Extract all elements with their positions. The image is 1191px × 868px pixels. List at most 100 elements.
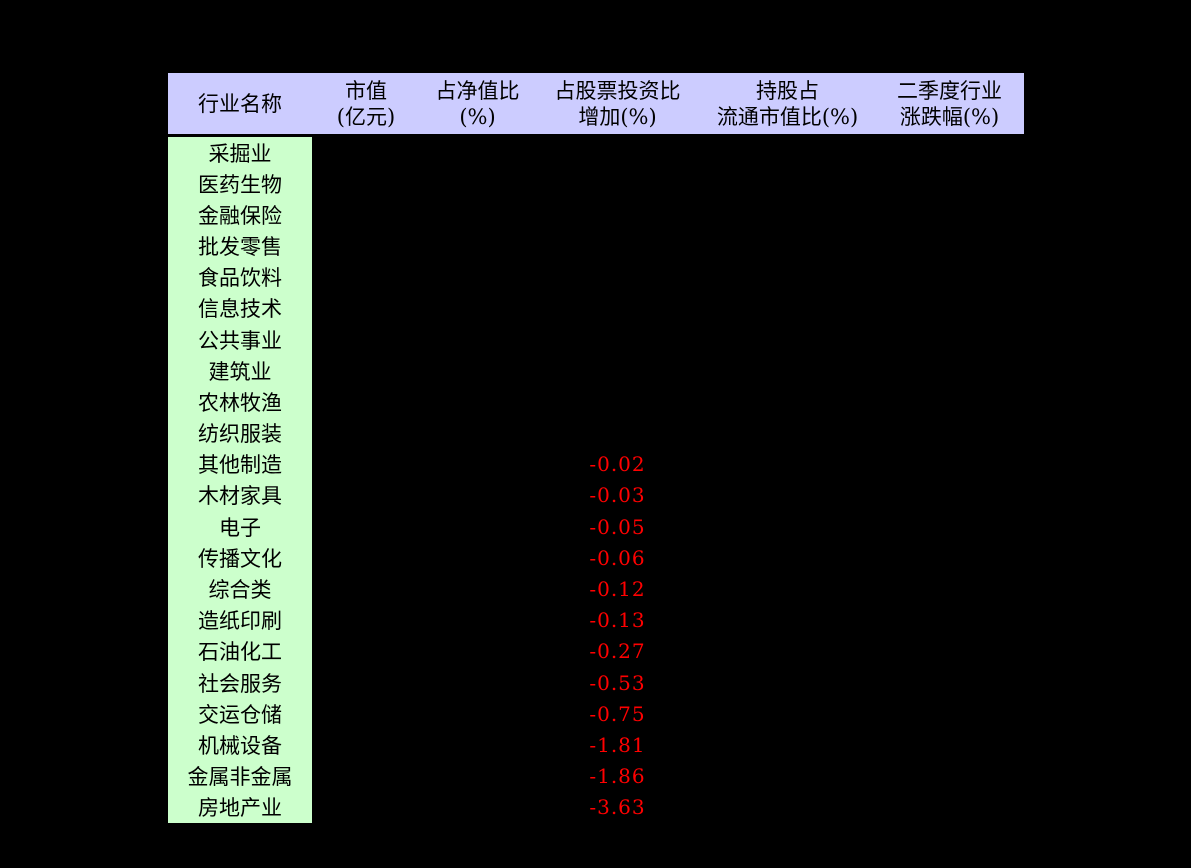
industry-name-cell: 金融保险	[168, 199, 312, 231]
quarter-change-cell	[875, 542, 1024, 573]
float-cap-ratio-cell	[700, 355, 875, 386]
net-value-ratio-cell	[420, 324, 535, 355]
float-cap-ratio-cell	[700, 262, 875, 293]
quarter-change-cell	[875, 199, 1024, 230]
industry-name-cell: 建筑业	[168, 355, 312, 387]
float-cap-ratio-cell	[700, 760, 875, 791]
table-row: 纺织服装	[168, 417, 1024, 449]
header-line: 增加(%)	[578, 104, 657, 129]
net-value-ratio-cell	[420, 760, 535, 791]
net-value-ratio-cell	[420, 293, 535, 324]
net-value-ratio-cell	[420, 667, 535, 698]
quarter-change-cell	[875, 698, 1024, 729]
table-row: 信息技术	[168, 292, 1024, 325]
float-cap-ratio-cell	[700, 199, 875, 230]
net-value-ratio-cell	[420, 262, 535, 293]
industry-name-cell: 采掘业	[168, 137, 312, 169]
market-cap-cell	[312, 137, 420, 168]
table-row: 公共事业	[168, 324, 1024, 356]
quarter-change-cell	[875, 792, 1024, 823]
quarter-change-cell	[875, 168, 1024, 199]
net-value-ratio-cell	[420, 168, 535, 199]
header-line: 占股票投资比	[554, 78, 681, 103]
column-header-market-cap: 市值 (亿元)	[312, 73, 420, 134]
float-cap-ratio-cell	[700, 480, 875, 511]
table-row: 批发零售	[168, 230, 1024, 262]
table-row: 交运仓储 -0.75	[168, 698, 1024, 730]
table-row: 建筑业	[168, 355, 1024, 387]
stock-investment-increase-cell	[535, 324, 700, 355]
industry-holdings-table: 行业名称 市值 (亿元) 占净值比 (%) 占股票投资比 增加(%) 持股占 流…	[168, 73, 1024, 823]
quarter-change-cell	[875, 667, 1024, 698]
column-header-net-value-ratio: 占净值比 (%)	[420, 73, 535, 134]
net-value-ratio-cell	[420, 511, 535, 542]
header-line: 市值	[345, 78, 387, 103]
market-cap-cell	[312, 168, 420, 199]
header-line: (%)	[459, 104, 496, 129]
table-row: 木材家具 -0.03	[168, 479, 1024, 512]
industry-name-cell: 公共事业	[168, 324, 312, 356]
market-cap-cell	[312, 760, 420, 791]
net-value-ratio-cell	[420, 792, 535, 823]
float-cap-ratio-cell	[700, 231, 875, 262]
header-line: 行业名称	[198, 91, 282, 116]
table-row: 采掘业	[168, 137, 1024, 169]
quarter-change-cell	[875, 262, 1024, 293]
stock-investment-increase-cell: -0.53	[589, 670, 646, 695]
net-value-ratio-cell	[420, 573, 535, 604]
header-line: 持股占	[756, 78, 819, 103]
float-cap-ratio-cell	[700, 605, 875, 636]
net-value-ratio-cell	[420, 542, 535, 573]
net-value-ratio-cell	[420, 199, 535, 230]
table-row: 金属非金属 -1.86	[168, 760, 1024, 792]
stock-investment-increase-cell	[535, 386, 700, 417]
stock-investment-increase-cell: -1.81	[589, 732, 646, 757]
table-row: 传播文化 -0.06	[168, 542, 1024, 574]
market-cap-cell	[312, 355, 420, 386]
float-cap-ratio-cell	[700, 418, 875, 449]
industry-name-cell: 其他制造	[168, 448, 312, 480]
market-cap-cell	[312, 262, 420, 293]
table-row: 电子 -0.05	[168, 511, 1024, 543]
stock-investment-increase-cell	[535, 231, 700, 262]
market-cap-cell	[312, 573, 420, 604]
table-row: 综合类 -0.12	[168, 573, 1024, 605]
stock-investment-increase-cell: -0.12	[589, 576, 646, 601]
stock-investment-increase-cell: -0.75	[589, 701, 646, 726]
table-header-row: 行业名称 市值 (亿元) 占净值比 (%) 占股票投资比 增加(%) 持股占 流…	[168, 73, 1024, 137]
industry-name-cell: 纺织服装	[168, 417, 312, 449]
market-cap-cell	[312, 231, 420, 262]
net-value-ratio-cell	[420, 729, 535, 760]
quarter-change-cell	[875, 573, 1024, 604]
market-cap-cell	[312, 792, 420, 823]
float-cap-ratio-cell	[700, 137, 875, 168]
net-value-ratio-cell	[420, 698, 535, 729]
stock-investment-increase-cell: -0.27	[589, 639, 646, 664]
header-line: 流通市值比(%)	[716, 104, 859, 129]
stock-investment-increase-cell: -0.03	[589, 483, 646, 508]
quarter-change-cell	[875, 636, 1024, 667]
stock-investment-increase-cell: -0.13	[589, 608, 646, 633]
float-cap-ratio-cell	[700, 449, 875, 480]
column-header-quarter-change: 二季度行业 涨跌幅(%)	[875, 73, 1024, 134]
market-cap-cell	[312, 605, 420, 636]
table-row: 社会服务 -0.53	[168, 666, 1024, 699]
table-row: 食品饮料	[168, 261, 1024, 293]
float-cap-ratio-cell	[700, 573, 875, 604]
net-value-ratio-cell	[420, 636, 535, 667]
stock-investment-increase-cell	[535, 418, 700, 449]
stock-investment-increase-cell	[535, 262, 700, 293]
column-header-stock-investment-increase: 占股票投资比 增加(%)	[535, 73, 700, 134]
industry-name-cell: 批发零售	[168, 230, 312, 262]
market-cap-cell	[312, 542, 420, 573]
industry-name-cell: 传播文化	[168, 542, 312, 574]
market-cap-cell	[312, 324, 420, 355]
quarter-change-cell	[875, 386, 1024, 417]
industry-name-cell: 农林牧渔	[168, 386, 312, 418]
net-value-ratio-cell	[420, 605, 535, 636]
table-row: 其他制造 -0.02	[168, 448, 1024, 480]
market-cap-cell	[312, 449, 420, 480]
float-cap-ratio-cell	[700, 168, 875, 199]
stock-investment-increase-cell	[535, 199, 700, 230]
industry-name-cell: 综合类	[168, 573, 312, 605]
